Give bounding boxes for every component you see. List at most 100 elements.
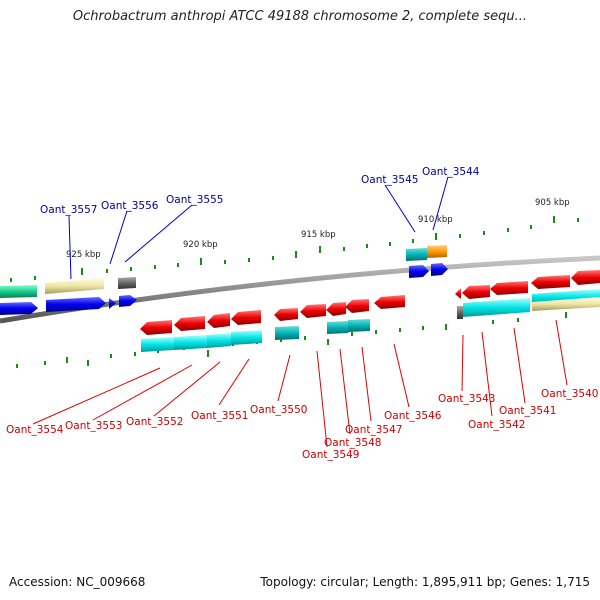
- gene-label-forward: Oant_3555: [166, 194, 223, 206]
- tick: [445, 324, 447, 330]
- tick: [200, 258, 202, 265]
- tick: [517, 318, 519, 322]
- cds-reverse: [274, 308, 298, 321]
- scale-label-925: 925 kbp: [66, 250, 101, 260]
- tick: [412, 239, 414, 243]
- tick: [422, 326, 424, 330]
- reverse-cds-track[interactable]: [140, 270, 600, 335]
- cog-feature-teal: [348, 319, 370, 332]
- cds-reverse: [462, 285, 490, 299]
- cog-feature-cyan: [174, 335, 207, 350]
- cog-feature-cyan: [463, 298, 530, 317]
- tick: [224, 260, 226, 264]
- tick: [34, 276, 36, 280]
- tick: [327, 339, 329, 345]
- cds-reverse: [174, 316, 205, 331]
- cds-reverse: [455, 288, 461, 299]
- gene-label-forward: Oant_3544: [422, 166, 480, 178]
- cog-feature-yellow: [45, 278, 104, 294]
- cds-forward: [119, 295, 137, 307]
- cog-feature-orange: [427, 245, 447, 258]
- tick: [110, 354, 112, 358]
- tick: [343, 247, 345, 251]
- tick: [248, 258, 250, 262]
- tick: [375, 330, 377, 334]
- tick: [319, 246, 321, 253]
- tick: [577, 218, 579, 222]
- cog-feature-teal: [406, 248, 427, 261]
- tick: [134, 352, 136, 356]
- tick: [399, 328, 401, 332]
- cog-feature-cyan: [207, 333, 231, 348]
- cog-feature-teal: [327, 321, 348, 334]
- cog-feature-yellow: [532, 297, 600, 311]
- tick: [81, 268, 83, 275]
- tick: [272, 256, 274, 260]
- accession-text: Accession: NC_009668: [9, 575, 146, 589]
- tick: [459, 234, 461, 238]
- gene-label-reverse: Oant_3550: [250, 404, 307, 416]
- cds-reverse: [531, 275, 570, 289]
- tick: [16, 364, 18, 368]
- cds-forward: [409, 265, 429, 278]
- cog-feature-gray: [118, 277, 136, 289]
- forward-gene-labels[interactable]: Oant_3557 Oant_3556 Oant_3555 Oant_3545 …: [40, 166, 480, 216]
- forward-cog-track: [0, 245, 447, 298]
- tick: [492, 320, 494, 324]
- reverse-gene-labels[interactable]: Oant_3554 Oant_3553 Oant_3552 Oant_3551 …: [6, 388, 598, 461]
- tick: [177, 263, 179, 267]
- cds-reverse: [374, 295, 405, 309]
- gene-label-reverse: Oant_3543: [438, 393, 495, 405]
- tick: [207, 350, 209, 357]
- tick: [351, 332, 353, 336]
- reverse-cog-track: [141, 289, 600, 352]
- tick: [130, 267, 132, 271]
- gene-label-reverse: Oant_3552: [126, 416, 183, 428]
- cds-reverse: [231, 310, 261, 325]
- cds-reverse: [140, 320, 172, 335]
- gene-label-reverse: Oant_3540: [541, 388, 598, 400]
- tick: [157, 349, 159, 353]
- cds-reverse: [345, 299, 369, 313]
- gene-label-reverse: Oant_3547: [345, 424, 402, 436]
- tick: [280, 338, 282, 342]
- reverse-label-leaders: [32, 319, 568, 448]
- cog-feature-cyan: [231, 330, 262, 345]
- scale-label-915: 915 kbp: [301, 230, 336, 240]
- gene-label-reverse: Oant_3546: [384, 410, 442, 422]
- map-title: Ochrobactrum anthropi ATCC 49188 chromos…: [72, 9, 528, 24]
- tick: [66, 357, 68, 363]
- cog-feature-gray: [457, 306, 463, 319]
- gene-label-forward: Oant_3545: [361, 174, 418, 186]
- cog-feature-teal: [275, 326, 299, 340]
- cds-reverse: [207, 313, 230, 328]
- tick: [530, 225, 532, 229]
- gene-label-reverse: Oant_3541: [499, 405, 556, 417]
- cds-forward: [109, 298, 116, 309]
- tick: [389, 242, 391, 246]
- gene-label-forward: Oant_3556: [101, 200, 159, 212]
- tick: [10, 278, 12, 282]
- forward-cds-track[interactable]: [0, 263, 448, 315]
- tick: [366, 244, 368, 248]
- tick: [553, 216, 555, 223]
- cog-feature-cyan: [141, 337, 174, 352]
- gene-label-forward: Oant_3557: [40, 204, 97, 216]
- tick: [304, 336, 306, 340]
- tick: [154, 265, 156, 269]
- tick: [507, 228, 509, 232]
- cds-reverse: [326, 302, 346, 316]
- cds-forward: [46, 297, 106, 312]
- cds-forward: [431, 263, 448, 276]
- scale-label-920: 920 kbp: [183, 240, 218, 250]
- tick: [44, 361, 46, 365]
- scale-label-905: 905 kbp: [535, 198, 570, 208]
- gene-label-reverse: Oant_3549: [302, 449, 359, 461]
- tick: [87, 360, 89, 366]
- gene-label-reverse: Oant_3551: [191, 410, 248, 422]
- gene-label-reverse: Oant_3554: [6, 424, 64, 436]
- gene-label-reverse: Oant_3553: [65, 420, 122, 432]
- topology-text: Topology: circular; Length: 1,895,911 bp…: [260, 575, 590, 589]
- cog-feature-green: [0, 285, 37, 298]
